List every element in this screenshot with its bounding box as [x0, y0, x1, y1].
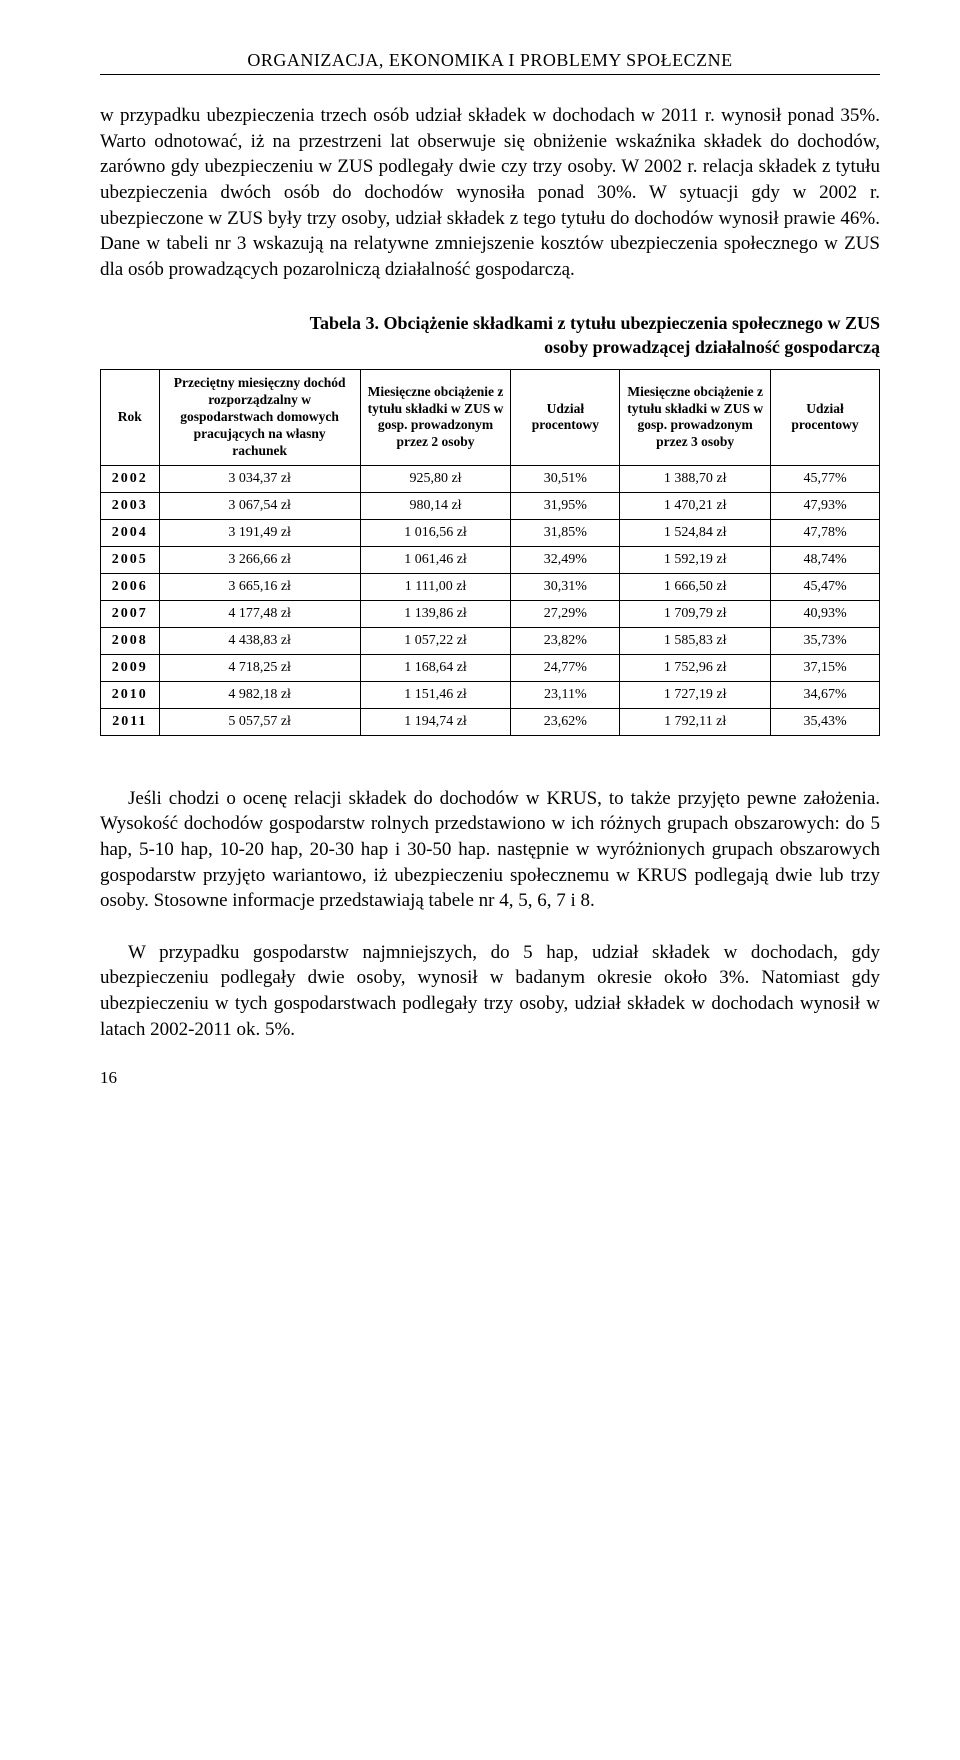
page-number: 16: [100, 1068, 880, 1088]
cell-burden3: 1 709,79 zł: [620, 600, 771, 627]
cell-burden3: 1 752,96 zł: [620, 654, 771, 681]
table-row: 20094 718,25 zł1 168,64 zł24,77%1 752,96…: [101, 654, 880, 681]
cell-income: 3 266,66 zł: [159, 546, 360, 573]
cell-income: 4 718,25 zł: [159, 654, 360, 681]
cell-pct2: 23,11%: [511, 681, 620, 708]
cell-pct3: 35,43%: [771, 708, 880, 735]
cell-year: 2007: [101, 600, 160, 627]
cell-pct2: 31,85%: [511, 519, 620, 546]
cell-pct2: 32,49%: [511, 546, 620, 573]
col-pct3: Udział procentowy: [771, 370, 880, 465]
table-row: 20063 665,16 zł1 111,00 zł30,31%1 666,50…: [101, 573, 880, 600]
cell-pct3: 37,15%: [771, 654, 880, 681]
cell-year: 2003: [101, 492, 160, 519]
cell-income: 4 177,48 zł: [159, 600, 360, 627]
page-container: ORGANIZACJA, EKONOMIKA I PROBLEMY SPOŁEC…: [0, 0, 960, 1128]
cell-income: 4 982,18 zł: [159, 681, 360, 708]
table-row: 20104 982,18 zł1 151,46 zł23,11%1 727,19…: [101, 681, 880, 708]
paragraph-1: w przypadku ubezpieczenia trzech osób ud…: [100, 103, 880, 282]
cell-pct2: 23,62%: [511, 708, 620, 735]
cell-burden2: 1 168,64 zł: [360, 654, 511, 681]
cell-year: 2006: [101, 573, 160, 600]
col-pct2: Udział procentowy: [511, 370, 620, 465]
table-row: 20084 438,83 zł1 057,22 zł23,82%1 585,83…: [101, 627, 880, 654]
cell-pct2: 23,82%: [511, 627, 620, 654]
cell-pct2: 30,31%: [511, 573, 620, 600]
table-title-line1: Tabela 3. Obciążenie składkami z tytułu …: [310, 313, 880, 333]
cell-pct2: 27,29%: [511, 600, 620, 627]
cell-income: 5 057,57 zł: [159, 708, 360, 735]
cell-burden3: 1 792,11 zł: [620, 708, 771, 735]
cell-pct3: 47,93%: [771, 492, 880, 519]
data-table: Rok Przeciętny miesięczny dochód rozporz…: [100, 369, 880, 735]
cell-income: 4 438,83 zł: [159, 627, 360, 654]
cell-year: 2008: [101, 627, 160, 654]
cell-pct3: 35,73%: [771, 627, 880, 654]
cell-burden2: 1 194,74 zł: [360, 708, 511, 735]
cell-burden3: 1 592,19 zł: [620, 546, 771, 573]
cell-burden2: 1 111,00 zł: [360, 573, 511, 600]
cell-income: 3 191,49 zł: [159, 519, 360, 546]
cell-burden3: 1 524,84 zł: [620, 519, 771, 546]
cell-income: 3 665,16 zł: [159, 573, 360, 600]
cell-pct3: 45,47%: [771, 573, 880, 600]
cell-burden2: 1 061,46 zł: [360, 546, 511, 573]
cell-year: 2005: [101, 546, 160, 573]
cell-pct3: 34,67%: [771, 681, 880, 708]
table-header-row: Rok Przeciętny miesięczny dochód rozporz…: [101, 370, 880, 465]
table-row: 20074 177,48 zł1 139,86 zł27,29%1 709,79…: [101, 600, 880, 627]
table-row: 20053 266,66 zł1 061,46 zł32,49%1 592,19…: [101, 546, 880, 573]
cell-year: 2011: [101, 708, 160, 735]
cell-pct3: 45,77%: [771, 465, 880, 492]
cell-income: 3 034,37 zł: [159, 465, 360, 492]
table-row: 20033 067,54 zł980,14 zł31,95%1 470,21 z…: [101, 492, 880, 519]
cell-burden2: 1 016,56 zł: [360, 519, 511, 546]
cell-burden2: 1 151,46 zł: [360, 681, 511, 708]
cell-pct2: 31,95%: [511, 492, 620, 519]
paragraph-2: Jeśli chodzi o ocenę relacji składek do …: [100, 786, 880, 914]
col-income: Przeciętny miesięczny dochód rozporządza…: [159, 370, 360, 465]
col-burden2: Miesięczne obciążenie z tytułu składki w…: [360, 370, 511, 465]
cell-burden3: 1 585,83 zł: [620, 627, 771, 654]
table-body: 20023 034,37 zł925,80 zł30,51%1 388,70 z…: [101, 465, 880, 735]
cell-burden2: 1 057,22 zł: [360, 627, 511, 654]
cell-year: 2004: [101, 519, 160, 546]
col-year: Rok: [101, 370, 160, 465]
cell-burden2: 1 139,86 zł: [360, 600, 511, 627]
cell-pct3: 47,78%: [771, 519, 880, 546]
cell-burden2: 980,14 zł: [360, 492, 511, 519]
table-row: 20043 191,49 zł1 016,56 zł31,85%1 524,84…: [101, 519, 880, 546]
cell-burden3: 1 727,19 zł: [620, 681, 771, 708]
cell-year: 2002: [101, 465, 160, 492]
paragraph-3: W przypadku gospodarstw najmniejszych, d…: [100, 940, 880, 1043]
table-title-line2: osoby prowadzącej działalność gospodarcz…: [544, 337, 880, 357]
cell-pct2: 30,51%: [511, 465, 620, 492]
cell-pct2: 24,77%: [511, 654, 620, 681]
cell-pct3: 48,74%: [771, 546, 880, 573]
cell-pct3: 40,93%: [771, 600, 880, 627]
cell-burden3: 1 470,21 zł: [620, 492, 771, 519]
page-header: ORGANIZACJA, EKONOMIKA I PROBLEMY SPOŁEC…: [100, 50, 880, 75]
cell-year: 2010: [101, 681, 160, 708]
cell-burden2: 925,80 zł: [360, 465, 511, 492]
col-burden3: Miesięczne obciążenie z tytułu składki w…: [620, 370, 771, 465]
table-row: 20023 034,37 zł925,80 zł30,51%1 388,70 z…: [101, 465, 880, 492]
cell-income: 3 067,54 zł: [159, 492, 360, 519]
cell-burden3: 1 666,50 zł: [620, 573, 771, 600]
table-row: 20115 057,57 zł1 194,74 zł23,62%1 792,11…: [101, 708, 880, 735]
cell-year: 2009: [101, 654, 160, 681]
table-title: Tabela 3. Obciążenie składkami z tytułu …: [100, 312, 880, 359]
cell-burden3: 1 388,70 zł: [620, 465, 771, 492]
